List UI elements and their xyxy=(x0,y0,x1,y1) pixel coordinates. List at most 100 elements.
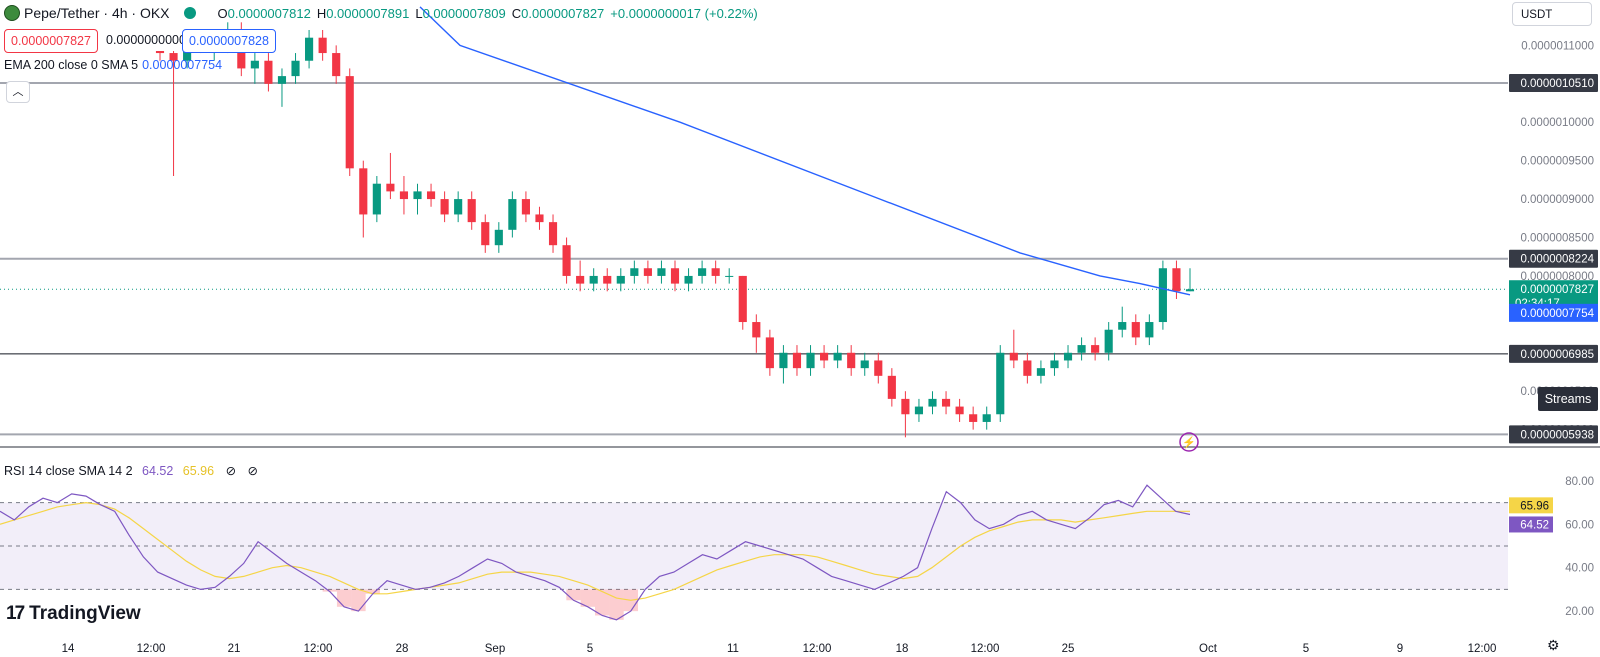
rsi-tag-label: 64.52 xyxy=(1520,519,1549,531)
rsi-tick-label: 80.00 xyxy=(1565,476,1594,488)
candle-body xyxy=(928,398,937,407)
candle-body xyxy=(820,352,829,361)
close-value: 0.0000007827 xyxy=(521,5,605,21)
candle-body xyxy=(562,245,571,276)
candle-body xyxy=(508,199,517,230)
candle-body xyxy=(1036,368,1045,376)
collapse-legend-button[interactable]: ︿ xyxy=(6,81,30,103)
candle-body xyxy=(1050,360,1059,369)
candle-body xyxy=(1023,360,1032,376)
candle-body xyxy=(589,275,598,284)
candle-body xyxy=(1104,329,1113,353)
candle-body xyxy=(494,229,503,246)
tradingview-brand-name: TradingView xyxy=(29,603,141,624)
time-axis-label: 12:00 xyxy=(971,643,1000,655)
candle-body xyxy=(1118,322,1127,330)
rsi-oversold-fill xyxy=(322,589,337,592)
level-price-label: 0.0000008224 xyxy=(1520,254,1594,266)
candle-body xyxy=(454,199,463,215)
candle-body xyxy=(1009,352,1018,361)
high-label: H xyxy=(316,5,327,21)
ema-price-tag xyxy=(1509,303,1598,322)
candle-body xyxy=(752,322,761,338)
candle-body xyxy=(1145,322,1154,338)
spread-value: 0.00000000001 xyxy=(100,29,199,51)
low-label: L xyxy=(415,5,423,21)
candle-body xyxy=(535,214,544,223)
hide-icon[interactable]: ⊘ xyxy=(225,464,237,478)
candle-body xyxy=(169,53,178,61)
price-tick-label: 0.0000010000 xyxy=(1520,117,1594,129)
candle-body xyxy=(969,414,978,422)
level-price-label: 0.0000005938 xyxy=(1520,429,1594,441)
candle-body xyxy=(318,37,327,54)
rsi-sma-legend-value: 65.96 xyxy=(182,464,215,478)
time-axis-label: 9 xyxy=(1397,643,1403,655)
tradingview-logo[interactable]: 17 TradingView xyxy=(6,603,141,625)
rsi-legend[interactable]: RSI 14 close SMA 14 2 64.52 65.96 ⊘ ⊘ xyxy=(4,463,258,478)
time-axis-label: 25 xyxy=(1062,643,1075,655)
change-value: +0.0000000017 (+0.22%) xyxy=(610,5,758,21)
pepe-coin-icon xyxy=(4,5,20,21)
time-axis-label: Oct xyxy=(1199,643,1218,655)
rsi-tick-label: 20.00 xyxy=(1565,606,1594,618)
level-price-tag xyxy=(1509,425,1598,444)
close-label: C xyxy=(511,5,522,21)
rsi-legend-value: 64.52 xyxy=(142,464,174,478)
rsi-line xyxy=(0,484,1191,621)
rsi-oversold-fill xyxy=(336,589,352,607)
candle-body xyxy=(643,268,652,276)
currency-selector[interactable]: USDT xyxy=(1512,2,1592,26)
event-marker-icon xyxy=(1179,432,1199,452)
candle-body xyxy=(521,199,530,215)
candle-body xyxy=(264,60,273,84)
time-axis-label: 12:00 xyxy=(304,643,333,655)
streams-button[interactable]: Streams xyxy=(1538,387,1598,411)
candle-body xyxy=(657,268,666,276)
candle-body xyxy=(413,191,422,200)
price-tick-label: 0.0000011000 xyxy=(1521,40,1594,52)
level-price-tag xyxy=(1509,74,1598,93)
candle-body xyxy=(1185,289,1195,292)
time-axis-label: 5 xyxy=(587,643,593,655)
hide-icon-2[interactable]: ⊘ xyxy=(247,464,259,478)
level-price-label: 0.0000006985 xyxy=(1520,349,1594,361)
candle-body xyxy=(386,183,395,192)
candle-body xyxy=(1091,345,1100,353)
candle-body xyxy=(603,275,612,284)
low-value: 0.0000007809 xyxy=(422,5,506,21)
candle-body xyxy=(332,53,341,77)
candle-body xyxy=(1063,352,1073,361)
sell-button[interactable]: 0.0000007827 xyxy=(4,29,98,53)
rsi-sma-tag-label: 65.96 xyxy=(1520,500,1549,512)
ema-legend[interactable]: EMA 200 close 0 SMA 5 0.0000007754 xyxy=(4,58,222,72)
candle-body xyxy=(399,191,409,200)
candle-body xyxy=(1172,268,1181,292)
buy-button[interactable]: 0.0000007828 xyxy=(182,29,276,53)
candle-body xyxy=(847,352,856,369)
open-value: 0.0000007812 xyxy=(227,5,311,21)
rsi-tick-label: 40.00 xyxy=(1565,563,1594,575)
candle-body xyxy=(914,406,924,415)
candle-body xyxy=(725,275,734,277)
rsi-legend-label: RSI 14 close SMA 14 2 xyxy=(4,464,133,478)
price-tick-label: 0.0000009500 xyxy=(1520,156,1594,168)
settings-gear-icon[interactable]: ⚙ xyxy=(1547,637,1560,653)
candle-body xyxy=(738,275,747,323)
tradingview-logo-icon: 17 xyxy=(6,603,25,624)
candle-body xyxy=(440,199,449,215)
candle-body xyxy=(630,268,639,276)
rsi-tag xyxy=(1509,516,1553,533)
last-price-label: 0.0000007827 xyxy=(1520,284,1594,296)
level-price-tag xyxy=(1509,344,1598,363)
candle-body xyxy=(250,60,259,69)
symbol-title[interactable]: Pepe/Tether · 4h · OKX xyxy=(24,5,170,21)
candle-body xyxy=(670,268,680,284)
candle-body xyxy=(711,268,720,276)
ema-line xyxy=(419,6,1191,296)
time-axis-label: 12:00 xyxy=(803,643,832,655)
ema-legend-label: EMA 200 close 0 SMA 5 xyxy=(4,58,139,72)
open-label: O xyxy=(217,5,228,21)
candle-body xyxy=(698,268,707,276)
